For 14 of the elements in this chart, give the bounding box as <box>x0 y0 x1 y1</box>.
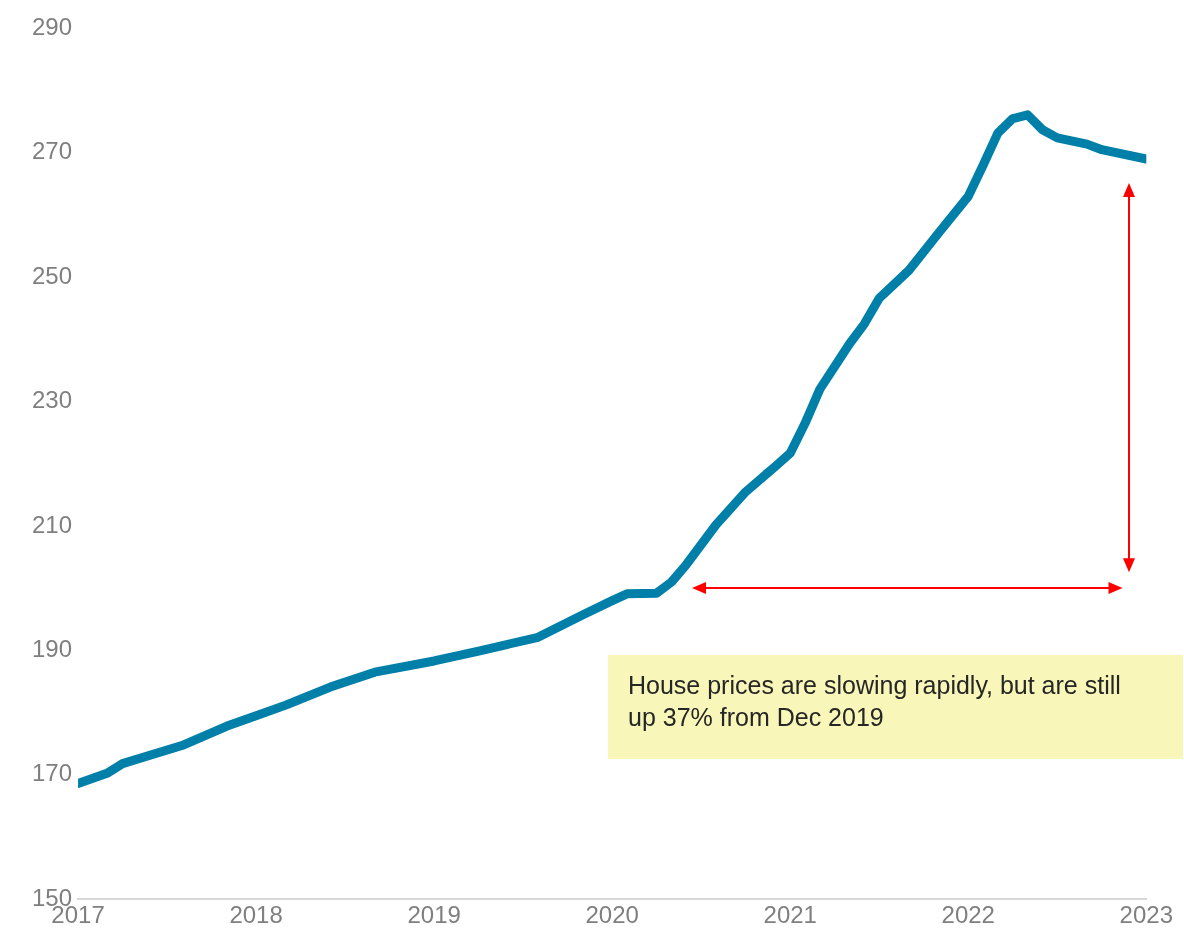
y-tick-label: 230 <box>32 386 73 414</box>
x-tick-label: 2021 <box>763 901 817 929</box>
x-tick-label: 2022 <box>941 901 995 929</box>
x-tick-label: 2023 <box>1119 901 1173 929</box>
y-tick-label: 190 <box>32 635 73 663</box>
y-tick-label: 290 <box>32 13 73 41</box>
y-tick-label: 250 <box>32 261 73 289</box>
note-box: House prices are slowing rapidly, but are still up 37% from Dec 2019 <box>608 655 1183 760</box>
y-tick-label: 210 <box>32 510 73 538</box>
y-tick-label: 170 <box>32 759 73 787</box>
x-tick-label: 2020 <box>585 901 639 929</box>
x-tick-label: 2018 <box>229 901 283 929</box>
y-tick-label: 270 <box>32 137 73 165</box>
x-tick-label: 2019 <box>407 901 461 929</box>
